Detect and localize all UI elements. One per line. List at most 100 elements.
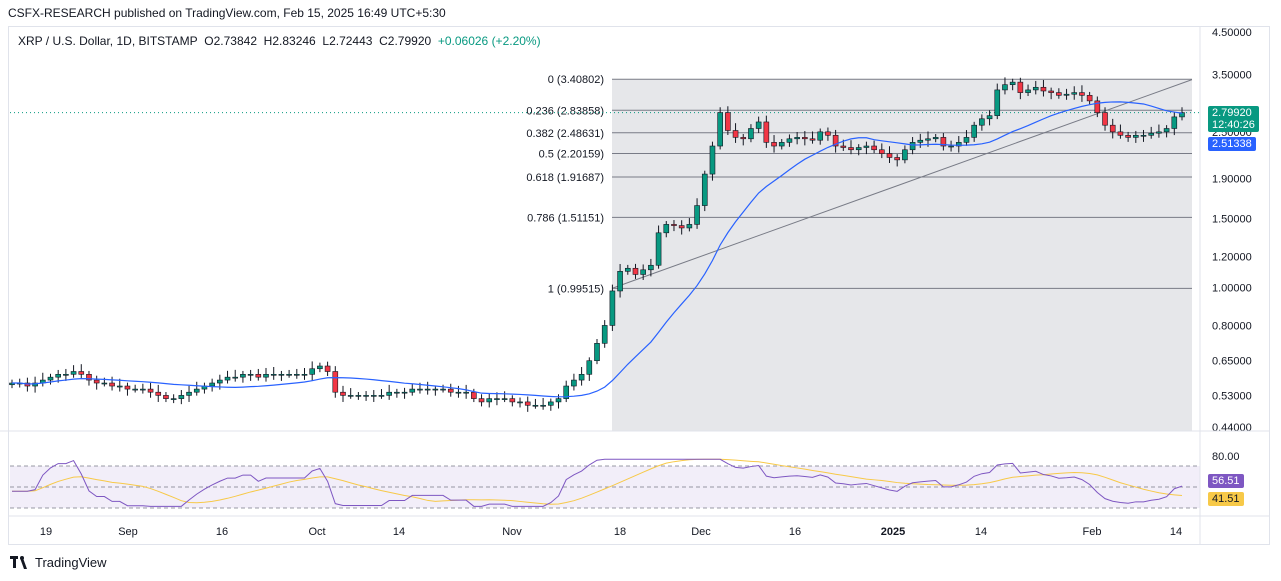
candle-body bbox=[63, 374, 69, 376]
candle-body bbox=[1140, 134, 1147, 137]
candle-body bbox=[247, 374, 254, 376]
candle-body bbox=[78, 371, 85, 375]
candle-body bbox=[571, 379, 577, 387]
candle-body bbox=[132, 388, 138, 391]
symbol-name[interactable]: XRP / U.S. Dollar, 1D, BITSTAMP bbox=[18, 34, 198, 48]
candle-body bbox=[101, 382, 108, 385]
rsi-tick-label: 80.00 bbox=[1212, 451, 1240, 463]
candle-body bbox=[994, 89, 1001, 116]
candle-body bbox=[286, 374, 292, 376]
candle-body bbox=[671, 224, 677, 226]
chart-frame bbox=[8, 26, 1270, 545]
candle-body bbox=[1086, 95, 1093, 102]
candle-body bbox=[270, 374, 277, 376]
countdown-value: 12:40:26 bbox=[1212, 119, 1255, 131]
fib-level-label: 0.382 (2.48631) bbox=[526, 128, 604, 140]
price-tick-label: 4.50000 bbox=[1212, 27, 1252, 39]
candle-body bbox=[1063, 93, 1070, 96]
candle-body bbox=[748, 128, 754, 140]
candle-body bbox=[817, 131, 824, 141]
rsi-badge: 56.51 bbox=[1208, 474, 1244, 488]
candle-body bbox=[1148, 132, 1155, 136]
candle-body bbox=[555, 398, 562, 403]
candle-body bbox=[332, 371, 339, 393]
candle-body bbox=[463, 391, 469, 394]
fib-level-label: 0.786 (1.51151) bbox=[527, 212, 604, 224]
candle-body bbox=[324, 365, 331, 372]
fib-trend-line bbox=[611, 79, 1193, 289]
candle-body bbox=[825, 131, 831, 136]
rsi-ma-line bbox=[12, 458, 1183, 505]
candle-body bbox=[217, 379, 223, 384]
candle-body bbox=[47, 376, 54, 381]
candle-body bbox=[948, 145, 954, 148]
candle-body bbox=[701, 173, 708, 206]
candle-body bbox=[1102, 112, 1108, 126]
candle-body bbox=[540, 404, 546, 407]
candle-body bbox=[717, 112, 723, 147]
candle-body bbox=[70, 371, 77, 375]
date-tick-label: 14 bbox=[975, 526, 987, 538]
candle-body bbox=[686, 224, 693, 229]
fib-level-label: 0.5 (2.20159) bbox=[539, 148, 604, 160]
candle-body bbox=[624, 267, 631, 272]
candle-body bbox=[663, 224, 670, 234]
tradingview-logo-icon bbox=[10, 556, 30, 569]
candle-body bbox=[409, 388, 416, 393]
date-tick-label: Dec bbox=[691, 526, 711, 538]
candle-body bbox=[363, 395, 369, 397]
candle-body bbox=[563, 385, 570, 399]
candle-body bbox=[655, 232, 662, 266]
candle-body bbox=[979, 118, 985, 126]
candle-body bbox=[640, 269, 646, 275]
open-value: O2.73842 bbox=[204, 34, 257, 48]
price-badge-value: 2.79920 bbox=[1212, 107, 1252, 119]
date-tick-label: Sep bbox=[118, 526, 138, 538]
candle-body bbox=[478, 398, 485, 403]
price-tick-label: 0.44000 bbox=[1212, 422, 1252, 434]
candle-body bbox=[494, 398, 500, 400]
candle-body bbox=[909, 142, 916, 151]
ma-badge: 2.51338 bbox=[1208, 137, 1256, 151]
candle-body bbox=[601, 325, 608, 344]
candle-body bbox=[224, 376, 231, 381]
date-tick-label: 2025 bbox=[881, 526, 905, 538]
candle-body bbox=[140, 388, 146, 391]
candle-body bbox=[1002, 84, 1008, 91]
candle-body bbox=[855, 147, 862, 151]
candle-body bbox=[1071, 92, 1078, 95]
candle-body bbox=[940, 137, 947, 147]
fib-level-label: 0.236 (2.83858) bbox=[526, 105, 604, 117]
candle-body bbox=[740, 137, 747, 140]
date-tick-label: 19 bbox=[40, 526, 52, 538]
candle-body bbox=[86, 374, 92, 381]
candle-body bbox=[240, 374, 246, 378]
candle-body bbox=[163, 395, 169, 399]
price-tick-label: 1.90000 bbox=[1212, 173, 1252, 185]
candle-body bbox=[147, 388, 154, 393]
candle-body bbox=[678, 225, 685, 229]
candle-body bbox=[124, 385, 131, 390]
price-tick-label: 0.53000 bbox=[1212, 390, 1252, 402]
price-tick-label: 0.65000 bbox=[1212, 356, 1252, 368]
candle-body bbox=[517, 401, 523, 404]
candle-body bbox=[1009, 81, 1016, 85]
candle-body bbox=[586, 360, 593, 375]
candle-body bbox=[648, 264, 654, 271]
candle-body bbox=[340, 391, 346, 396]
candle-body bbox=[32, 382, 38, 387]
date-tick-label: Feb bbox=[1083, 526, 1102, 538]
tradingview-logo[interactable]: TradingView bbox=[10, 555, 107, 570]
rsi-ma-badge: 41.51 bbox=[1208, 492, 1244, 506]
candle-body bbox=[1025, 89, 1031, 93]
candle-body bbox=[1032, 86, 1039, 91]
candle-body bbox=[578, 374, 585, 381]
fib-area bbox=[612, 79, 1192, 432]
candle-body bbox=[55, 374, 61, 378]
date-tick-label: Oct bbox=[308, 526, 325, 538]
candle-body bbox=[263, 374, 269, 378]
candle-body bbox=[394, 391, 400, 394]
candle-body bbox=[455, 391, 462, 394]
candle-body bbox=[509, 398, 516, 403]
